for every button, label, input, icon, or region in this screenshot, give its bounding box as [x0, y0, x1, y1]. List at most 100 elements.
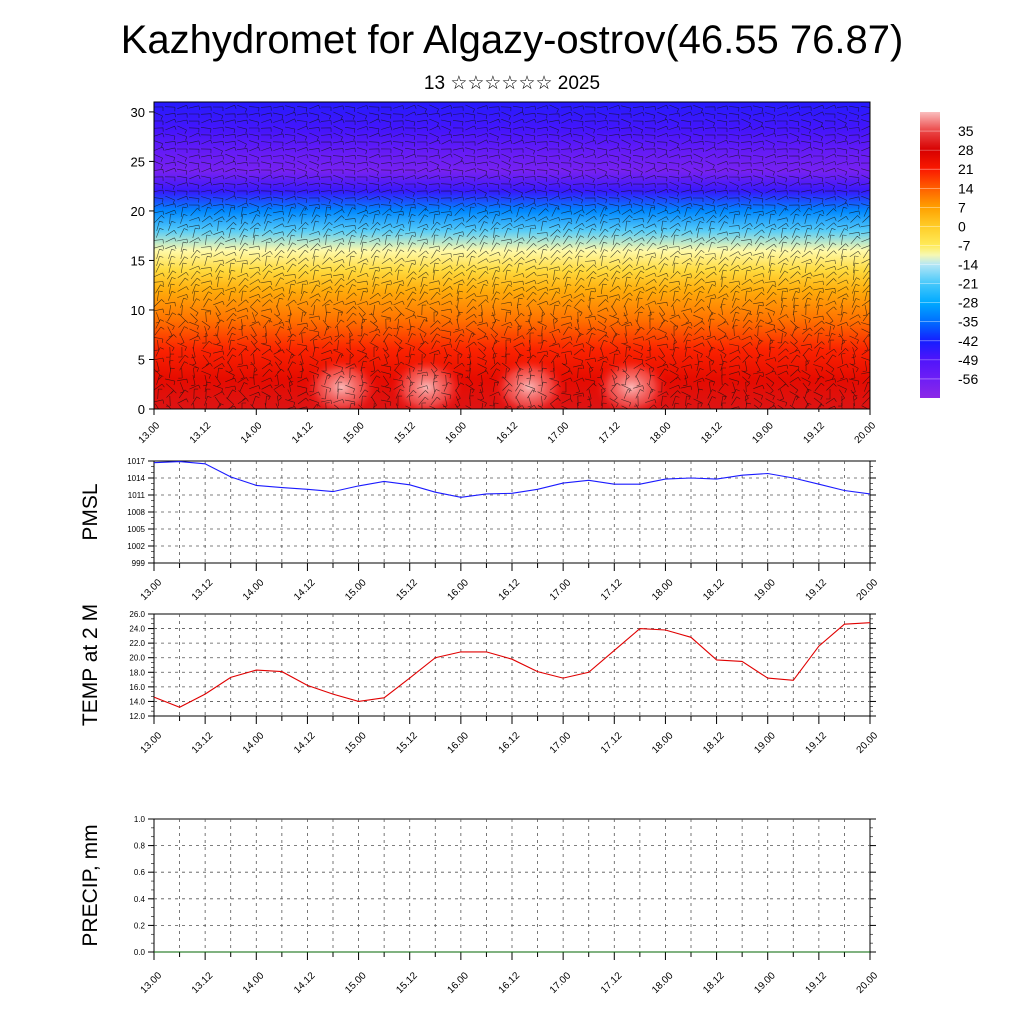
precipitation-ytick-label-4: 0.2 [134, 921, 146, 930]
top-xtick-label-12: 19.00 [750, 420, 776, 446]
temperature-2m-ytick-label-1: 24.0 [129, 625, 145, 634]
colorbar-label-11: -42 [958, 333, 978, 349]
top-ytick-label-0: 0 [138, 402, 145, 417]
pmsl-xtick-label-0: 13.00 [139, 577, 165, 603]
temperature-2m-grid [154, 614, 870, 716]
pmsl-ytick-label-5: 1002 [127, 542, 145, 551]
colorbar-label-6: -7 [958, 237, 971, 253]
colorbar-label-1: 28 [958, 142, 974, 158]
pmsl-xtick-label-6: 16.00 [446, 577, 472, 603]
top-ytick-label-5: 25 [131, 154, 145, 169]
top-xtick-label-3: 14.12 [290, 420, 316, 446]
pmsl-ytick-label-3: 1008 [127, 508, 145, 517]
pmsl-ytick-label-0: 1017 [127, 457, 145, 466]
precipitation-xtick-label-12: 19.00 [752, 970, 778, 996]
temperature-2m-xtick-label-8: 17.00 [548, 730, 574, 756]
pmsl-xtick-label-5: 15.12 [394, 577, 420, 603]
chart-subtitle: 13 ☆☆☆☆☆☆ 2025 [423, 73, 601, 94]
top-xtick-label-7: 16.12 [495, 420, 521, 446]
precipitation-ytick-label-0: 1.0 [134, 815, 146, 824]
colorbar-label-8: -21 [958, 276, 978, 292]
colorbar-label-0: 35 [958, 123, 974, 139]
precipitation-xtick-label-11: 18.12 [701, 970, 727, 996]
temperature-2m-xtick-label-14: 20.00 [855, 730, 881, 756]
top-ytick-label-3: 15 [131, 253, 145, 268]
top-xtick-label-8: 17.00 [546, 420, 572, 446]
colorbar-label-9: -28 [958, 295, 978, 311]
wind-barb-strokes [154, 104, 870, 409]
precipitation-xtick-label-10: 18.00 [650, 970, 676, 996]
colorbar-label-13: -56 [958, 371, 978, 387]
colorbar-label-4: 7 [958, 199, 966, 215]
precipitation-ytick-label-1: 0.8 [134, 842, 146, 851]
pmsl-xtick-label-3: 14.12 [292, 577, 318, 603]
warm-spot-1 [388, 357, 465, 409]
colorbar [920, 112, 940, 398]
temperature-2m-ytick-label-6: 14.0 [129, 697, 145, 706]
precipitation-xtick-label-2: 14.00 [241, 970, 267, 996]
temperature-2m-xtick-label-1: 13.12 [190, 730, 216, 756]
temperature-2m-xtick-label-12: 19.00 [752, 730, 778, 756]
top-ytick-label-6: 30 [131, 105, 145, 120]
pmsl-ytick-label-2: 1011 [128, 491, 146, 500]
temperature-2m-xtick-label-4: 15.00 [343, 730, 369, 756]
top-xtick-label-9: 17.12 [597, 420, 623, 446]
pmsl-xtick-label-12: 19.00 [752, 577, 778, 603]
precipitation-xtick-label-0: 13.00 [139, 970, 165, 996]
precipitation-xtick-label-3: 14.12 [292, 970, 318, 996]
pmsl-ytick-label-1: 1014 [127, 474, 145, 483]
top-xtick-label-5: 15.12 [392, 420, 418, 446]
top-xtick-label-0: 13.00 [137, 420, 163, 446]
top-ytick-label-1: 5 [138, 352, 145, 367]
temperature-2m-xtick-label-10: 18.00 [650, 730, 676, 756]
temperature-2m-xtick-label-0: 13.00 [139, 730, 165, 756]
warm-spots [303, 357, 670, 409]
pmsl-xtick-label-14: 20.00 [855, 577, 881, 603]
colorbar-label-2: 21 [958, 161, 974, 177]
pmsl-xtick-label-13: 19.12 [804, 577, 830, 603]
top-ytick-label-2: 10 [131, 303, 145, 318]
top-xtick-label-2: 14.00 [239, 420, 265, 446]
top-xtick-label-10: 18.00 [648, 420, 674, 446]
colorbar-label-10: -35 [958, 314, 978, 330]
precipitation-xtick-label-7: 16.12 [497, 970, 523, 996]
pmsl-series-line [153, 461, 871, 498]
precipitation-xtick-label-6: 16.00 [446, 970, 472, 996]
pmsl-xtick-label-1: 13.12 [190, 577, 216, 603]
wind-barbs [154, 104, 870, 409]
top-xtick-label-6: 16.00 [444, 420, 470, 446]
precipitation-grid [154, 819, 870, 952]
top-ytick-label-4: 20 [131, 204, 145, 219]
colorbar-label-7: -14 [958, 257, 978, 273]
temperature-2m-ylabel: TEMP at 2 M [79, 604, 102, 726]
colorbar-label-5: 0 [958, 218, 966, 234]
temperature-2m-ytick-label-0: 26.0 [129, 610, 145, 619]
pmsl-xtick-label-11: 18.12 [701, 577, 727, 603]
precipitation-ytick-label-5: 0.0 [134, 948, 146, 957]
precipitation-xtick-label-4: 15.00 [343, 970, 369, 996]
pmsl-ytick-label-4: 1005 [127, 525, 145, 534]
pmsl-xtick-label-10: 18.00 [650, 577, 676, 603]
precipitation-xtick-label-9: 17.12 [599, 970, 625, 996]
precipitation-xtick-label-1: 13.12 [190, 970, 216, 996]
precipitation-ytick-label-3: 0.4 [134, 895, 146, 904]
pmsl-xtick-label-4: 15.00 [343, 577, 369, 603]
temperature-2m-xtick-label-6: 16.00 [446, 730, 472, 756]
chart-title: Kazhydromet for Algazy-ostrov(46.55 76.8… [120, 18, 904, 62]
pmsl-xtick-label-8: 17.00 [548, 577, 574, 603]
temperature-2m-xtick-label-13: 19.12 [804, 730, 830, 756]
pmsl-ylabel: PMSL [79, 483, 102, 540]
top-xtick-label-11: 18.12 [699, 420, 725, 446]
pmsl-xtick-label-9: 17.12 [599, 577, 625, 603]
temperature-2m-xtick-label-3: 14.12 [292, 730, 318, 756]
pmsl-ytick-label-6: 999 [132, 559, 146, 568]
temperature-2m-xtick-label-11: 18.12 [701, 730, 727, 756]
temperature-2m-xtick-label-5: 15.12 [394, 730, 420, 756]
temperature-2m-ytick-label-3: 20.0 [129, 654, 145, 663]
top-xtick-label-14: 20.00 [853, 420, 879, 446]
precipitation-ytick-label-2: 0.6 [134, 868, 146, 877]
precipitation-ylabel: PRECIP, mm [79, 824, 102, 946]
colorbar-label-12: -49 [958, 352, 978, 368]
